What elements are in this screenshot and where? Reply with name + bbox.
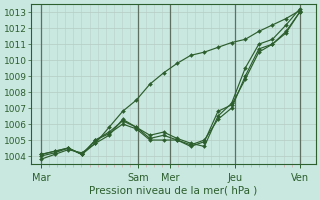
X-axis label: Pression niveau de la mer( hPa ): Pression niveau de la mer( hPa ) (90, 186, 258, 196)
